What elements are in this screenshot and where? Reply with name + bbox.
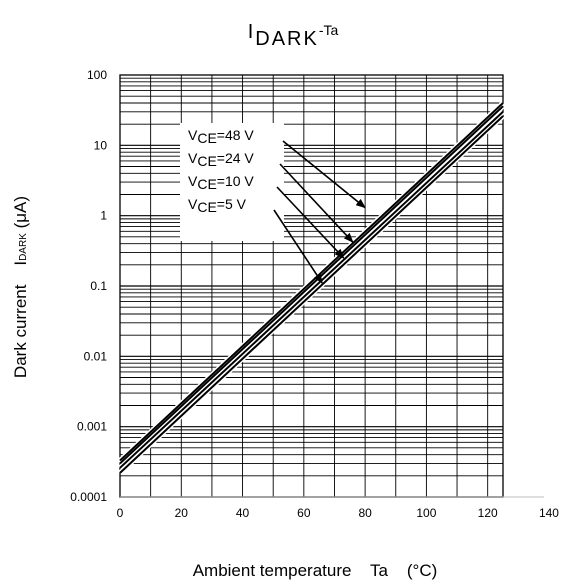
- x-tick-label: 140: [539, 506, 559, 520]
- chart-title: IDARK-Ta: [248, 21, 339, 50]
- y-axis-label-unit: (μA): [11, 196, 30, 233]
- x-tick-label: 100: [416, 506, 436, 520]
- legend-box: [180, 123, 284, 241]
- series-line-3: [119, 115, 504, 474]
- x-tick-label: 120: [478, 506, 498, 520]
- x-tick-label: 60: [297, 506, 311, 520]
- series-annotation-label: VCE=10 V: [188, 173, 254, 192]
- chart-title-sub: DARK: [255, 28, 319, 50]
- tick-layer: 0 20 40 60 80 100 120 140 100 10 1 0.1 0.01 0.001 0.00…: [70, 68, 559, 520]
- plot-grid: [119, 74, 504, 498]
- y-tick-label: 100: [87, 68, 107, 82]
- y-axis-label-main: Dark current I: [11, 261, 30, 378]
- y-tick-label: 0.01: [84, 349, 108, 363]
- series-annotation-label: VCE=5 V: [188, 196, 247, 215]
- series-line-2: [119, 111, 504, 469]
- x-tick-label: 20: [175, 506, 189, 520]
- y-axis-label: Dark current IDARK (μA): [11, 196, 30, 378]
- x-tick-label: 80: [358, 506, 372, 520]
- x-tick-label: 40: [236, 506, 250, 520]
- y-tick-label: 0.1: [90, 279, 107, 293]
- chart-title-main: I: [248, 21, 256, 43]
- series-annotation-label: VCE=24 V: [188, 150, 254, 169]
- x-axis-label: Ambient temperature Ta (°C): [193, 561, 438, 580]
- annotation-arrow: [276, 186, 345, 259]
- annotation-arrow: [273, 209, 323, 284]
- x-tick-label: 0: [117, 506, 124, 520]
- series-line-1: [119, 105, 504, 465]
- y-axis-label-sub: DARK: [18, 233, 29, 261]
- chart-title-suffix: -Ta: [319, 22, 339, 38]
- annotation-arrow: [282, 140, 366, 209]
- series-layer: [118, 101, 505, 475]
- y-tick-label: 1: [100, 209, 107, 223]
- y-tick-label: 10: [94, 138, 108, 152]
- series-annotation-label: VCE=48 V: [188, 127, 254, 146]
- annotation-arrow: [279, 163, 354, 243]
- series-line-0: [119, 102, 504, 462]
- y-tick-label: 0.001: [77, 420, 107, 434]
- y-tick-label: 0.0001: [70, 490, 107, 504]
- annotation-layer: VCE=48 V VCE=24 V VCE=10 V VCE=5 V: [180, 123, 366, 284]
